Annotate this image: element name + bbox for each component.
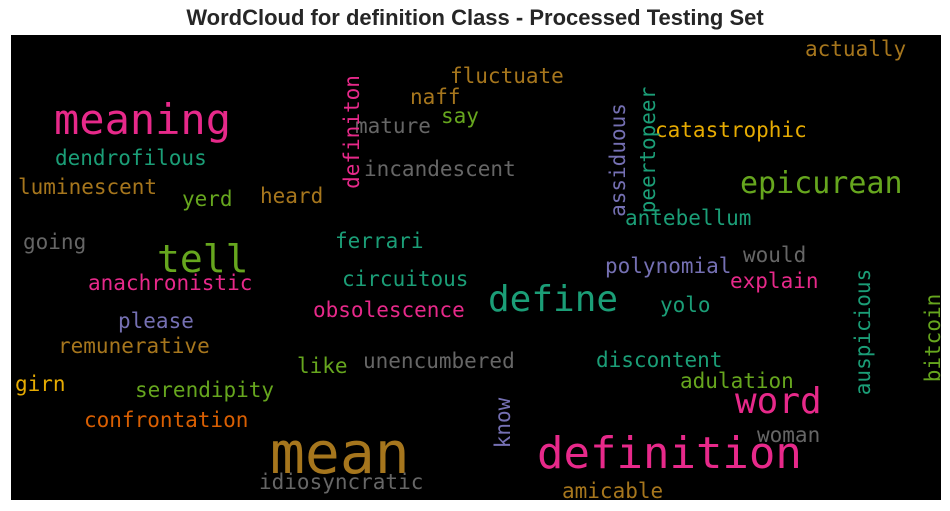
word-mature: mature bbox=[355, 114, 431, 138]
word-yerd: yerd bbox=[182, 187, 233, 211]
wordcloud-canvas: mean definition meaning tell define word epicu… bbox=[11, 35, 941, 500]
word-know: know bbox=[491, 397, 515, 448]
word-mean: mean bbox=[270, 419, 410, 487]
word-epicurean: epicurean bbox=[740, 166, 903, 201]
word-say: say bbox=[441, 104, 479, 128]
word-ferrari: ferrari bbox=[335, 229, 424, 253]
word-definiton: definiton bbox=[340, 75, 364, 189]
word-heard: heard bbox=[260, 184, 323, 208]
word-yolo: yolo bbox=[660, 293, 711, 317]
word-girn: girn bbox=[15, 372, 66, 396]
word-woman: woman bbox=[757, 423, 820, 447]
word-word: word bbox=[735, 381, 822, 422]
word-remunerative: remunerative bbox=[58, 334, 210, 358]
word-auspicious: auspicious bbox=[851, 269, 875, 395]
word-obsolescence: obsolescence bbox=[313, 298, 465, 322]
word-discontent: discontent bbox=[596, 348, 722, 372]
word-anachronistic: anachronistic bbox=[88, 271, 252, 295]
word-fluctuate: fluctuate bbox=[450, 64, 564, 88]
word-circuitous: circuitous bbox=[342, 267, 468, 291]
word-adulation: adulation bbox=[680, 369, 794, 393]
word-definition: definition bbox=[537, 428, 802, 479]
word-serendipity: serendipity bbox=[135, 378, 274, 402]
word-peertopeer: peertopeer bbox=[636, 87, 660, 213]
word-assiduous: assiduous bbox=[606, 103, 630, 217]
word-bitcoin: bitcoin bbox=[921, 294, 941, 383]
word-idiosyncratic: idiosyncratic bbox=[259, 470, 423, 494]
word-like: like bbox=[297, 354, 348, 378]
chart-title: WordCloud for definition Class - Process… bbox=[186, 5, 764, 30]
word-amicable: amicable bbox=[562, 479, 663, 500]
word-would: would bbox=[743, 243, 806, 267]
word-going: going bbox=[23, 230, 86, 254]
word-antebellum: antebellum bbox=[625, 206, 751, 230]
word-please: please bbox=[118, 309, 194, 333]
wordcloud-svg: mean definition meaning tell define word epicu… bbox=[15, 37, 941, 500]
word-polynomial: polynomial bbox=[605, 254, 731, 278]
word-tell: tell bbox=[157, 237, 249, 281]
word-dendrofilous: dendrofilous bbox=[55, 146, 207, 170]
word-actually: actually bbox=[805, 37, 906, 61]
word-incandescent: incandescent bbox=[364, 157, 516, 181]
word-unencumbered: unencumbered bbox=[363, 349, 515, 373]
word-catastrophic: catastrophic bbox=[655, 118, 807, 142]
word-meaning: meaning bbox=[54, 95, 231, 144]
word-define: define bbox=[488, 279, 618, 320]
word-explain: explain bbox=[730, 269, 819, 293]
word-luminescent: luminescent bbox=[18, 175, 157, 199]
word-naff: naff bbox=[410, 85, 461, 109]
word-confrontation: confrontation bbox=[84, 408, 248, 432]
